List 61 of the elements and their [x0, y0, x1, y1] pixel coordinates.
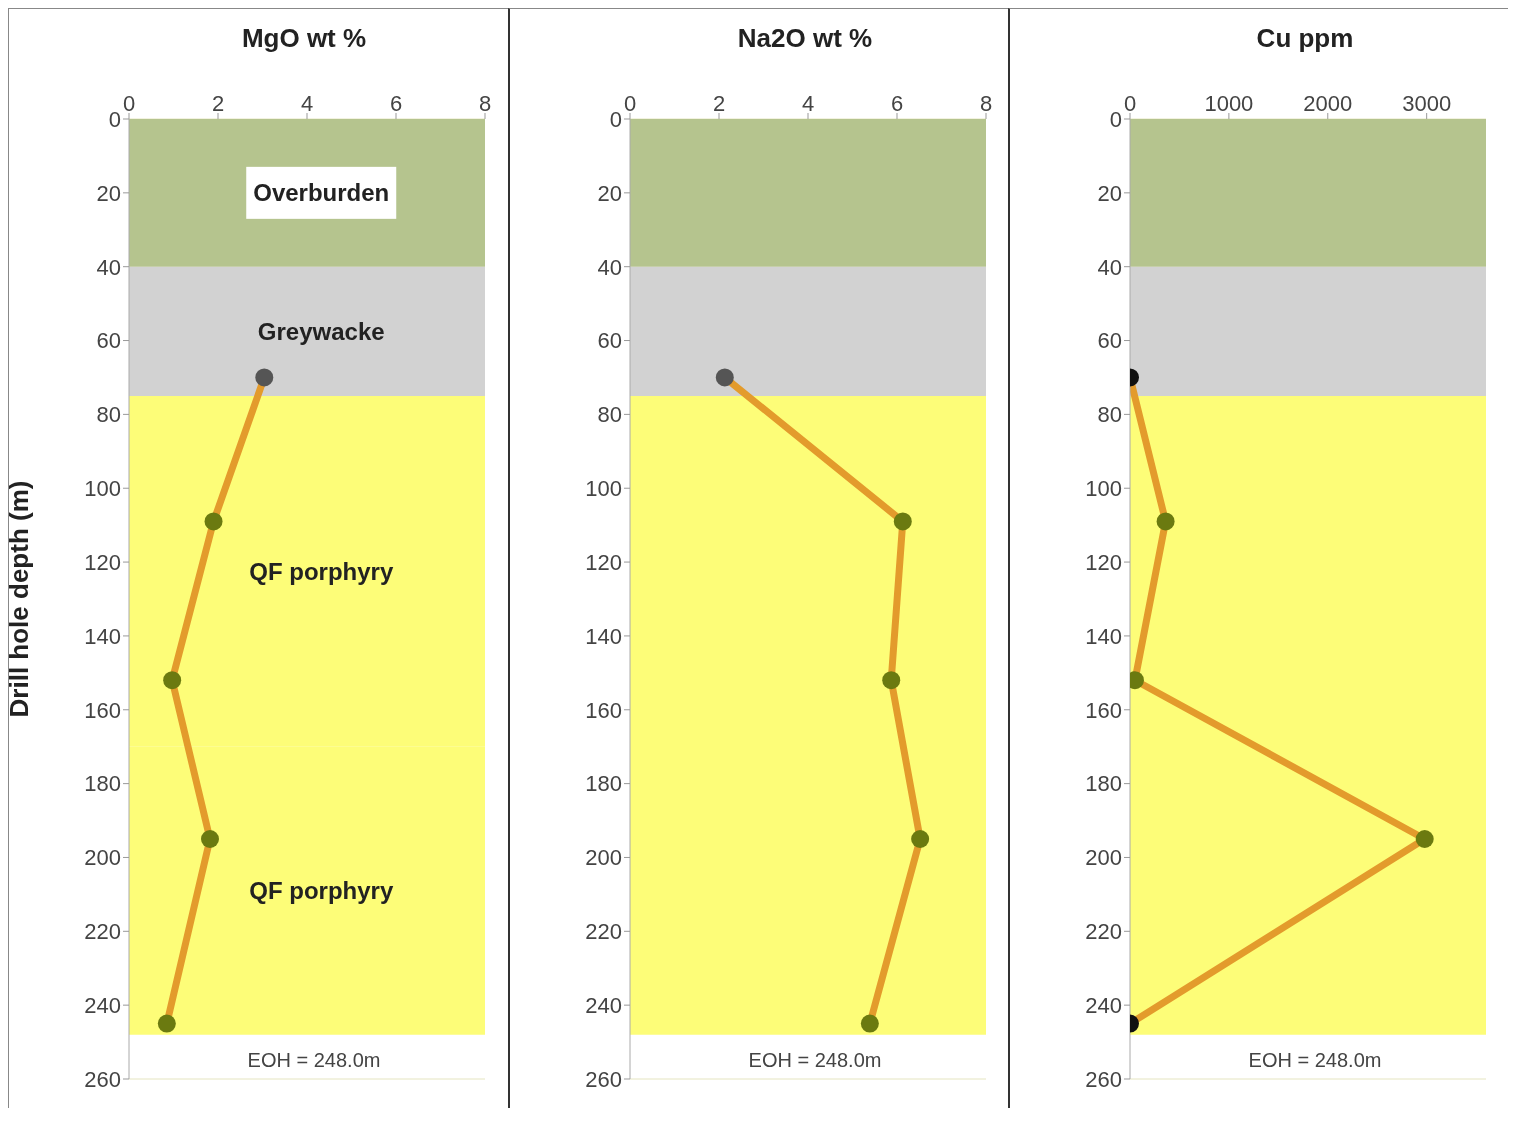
y-tick-label: 240 [1085, 992, 1122, 1018]
y-tick-label: 260 [585, 1066, 622, 1092]
y-tick-label: 260 [84, 1066, 121, 1092]
y-tick-label: 40 [96, 254, 121, 280]
y-tick-label: 240 [84, 992, 121, 1018]
y-tick-label: 100 [1085, 476, 1122, 502]
y-tick-label: 140 [84, 623, 121, 649]
x-tick-label: 6 [890, 91, 904, 116]
y-tick-label: 180 [585, 771, 622, 797]
band-label: Greywacke [257, 317, 385, 345]
y-tick-label: 240 [585, 992, 622, 1018]
y-tick-label: 20 [1097, 180, 1122, 206]
y-tick-label: 160 [585, 697, 622, 723]
y-tick-label: 60 [1097, 328, 1122, 354]
x-tick-label: 2 [712, 91, 726, 116]
y-tick-label: 60 [597, 328, 622, 354]
x-tick-label: 6 [389, 91, 403, 116]
band-label: Overburden [253, 179, 390, 207]
chart-title: MgO wt % [240, 23, 368, 54]
y-tick-label: 20 [96, 180, 121, 206]
x-tick-label: 1000 [1204, 91, 1254, 116]
y-tick-label: 80 [1097, 402, 1122, 428]
x-tick-label: 3000 [1402, 91, 1452, 116]
y-tick-label: 200 [585, 845, 622, 871]
y-tick-label: 180 [1085, 771, 1122, 797]
y-tick-label: 120 [1085, 549, 1122, 575]
band-label: QF porphyry [249, 877, 394, 905]
y-tick-label: 80 [597, 402, 622, 428]
y-tick-label: 180 [84, 771, 121, 797]
y-tick-label: 160 [1085, 697, 1122, 723]
x-tick-label: 8 [478, 91, 492, 116]
band-label: QF porphyry [249, 557, 394, 585]
y-axis-title: Drill hole depth (m) [4, 480, 35, 718]
x-tick-label: 4 [801, 91, 815, 116]
x-tick-label: 2000 [1303, 91, 1353, 116]
y-tick-label: 220 [585, 919, 622, 945]
y-tick-label: 40 [1097, 254, 1122, 280]
y-tick-label: 160 [84, 697, 121, 723]
chart-title: Cu ppm [1255, 23, 1355, 54]
y-tick-label: 20 [597, 180, 622, 206]
y-tick-label: 200 [84, 845, 121, 871]
annotation: EOH = 248.0m [1247, 1049, 1383, 1072]
y-tick-label: 40 [597, 254, 622, 280]
chart-title: Na2O wt % [736, 23, 874, 54]
y-tick-label: 80 [96, 402, 121, 428]
y-tick-label: 200 [1085, 845, 1122, 871]
y-tick-label: 120 [84, 549, 121, 575]
y-tick-label: 220 [1085, 919, 1122, 945]
y-tick-label: 220 [84, 919, 121, 945]
y-tick-label: 100 [84, 476, 121, 502]
y-tick-label: 60 [96, 328, 121, 354]
x-tick-label: 2 [211, 91, 225, 116]
annotation: EOH = 248.0m [246, 1049, 382, 1072]
x-tick-label: 4 [300, 91, 314, 116]
y-tick-label: 260 [1085, 1066, 1122, 1092]
annotation: EOH = 248.0m [747, 1049, 883, 1072]
y-tick-label: 100 [585, 476, 622, 502]
y-tick-label: 120 [585, 549, 622, 575]
y-tick-label: 140 [1085, 623, 1122, 649]
x-tick-label: 8 [979, 91, 993, 116]
y-tick-label: 140 [585, 623, 622, 649]
